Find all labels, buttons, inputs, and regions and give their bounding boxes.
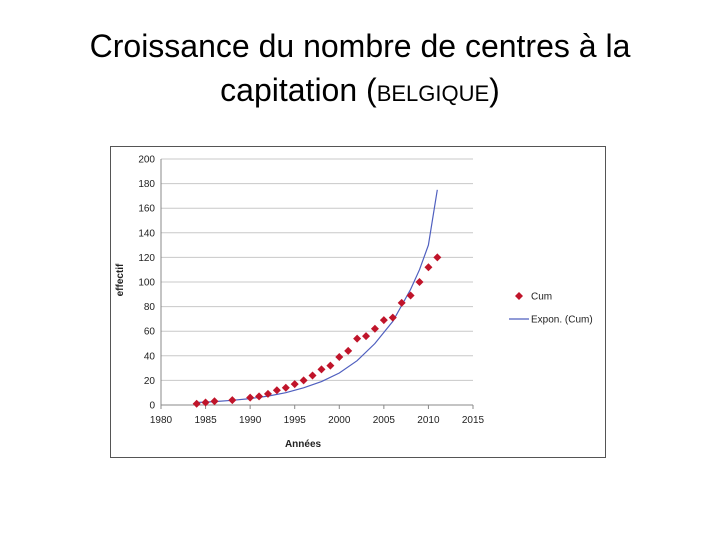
x-axis-title: Années (285, 439, 322, 450)
data-point (397, 298, 406, 307)
data-point (362, 332, 371, 341)
data-point (192, 399, 201, 408)
data-point (433, 253, 442, 262)
y-tick-label: 80 (144, 302, 156, 313)
data-point (281, 383, 290, 392)
data-point (290, 380, 299, 389)
x-tick-label: 2015 (462, 415, 485, 426)
title-line-2-country: BELGIQUE (376, 81, 490, 106)
data-point (406, 291, 415, 300)
x-tick-label: 2010 (417, 415, 440, 426)
data-point (317, 365, 326, 374)
data-point (308, 371, 317, 380)
x-tick-label: 1985 (194, 415, 217, 426)
data-point (210, 397, 219, 406)
y-tick-label: 120 (138, 253, 155, 264)
legend-marker-cum (515, 292, 523, 300)
data-point (228, 396, 237, 405)
title-line-1: Croissance du nombre de centres à la (89, 28, 631, 64)
slide-title: Croissance du nombre de centres à la cap… (40, 24, 680, 116)
x-tick-label: 2000 (328, 415, 351, 426)
title-line-2: capitation (BELGIQUE) (40, 68, 680, 116)
y-tick-label: 40 (144, 351, 156, 362)
chart-plot: 0 20 40 60 80 100 120 140 160 180 200 1980 1985 1990 1… (115, 155, 593, 451)
title-line-2-prefix: capitation ( (220, 72, 377, 108)
data-point (272, 386, 281, 395)
x-tick-label: 2005 (373, 415, 396, 426)
legend-label-expon: Expon. (Cum) (531, 315, 593, 326)
data-point (424, 263, 433, 272)
y-tick-label: 200 (138, 155, 155, 166)
x-tick-label: 1995 (284, 415, 307, 426)
chart-frame: 0 20 40 60 80 100 120 140 160 180 200 1980 1985 1990 1… (110, 146, 606, 458)
data-point (299, 376, 308, 385)
legend-label-cum: Cum (531, 292, 552, 303)
y-axis-title: effectif (115, 263, 126, 296)
y-tick-label: 180 (138, 179, 155, 190)
data-point (255, 392, 264, 401)
y-tick-label: 140 (138, 228, 155, 239)
title-line-2-suffix: ) (489, 72, 500, 108)
y-tick-label: 0 (149, 401, 155, 412)
data-point (415, 278, 424, 286)
trend-line (196, 189, 438, 404)
y-tick-label: 60 (144, 327, 156, 338)
y-tick-label: 100 (138, 278, 155, 289)
data-point (379, 316, 388, 325)
data-point (335, 353, 344, 362)
data-point (246, 393, 255, 402)
data-point (388, 313, 397, 322)
data-point (263, 389, 272, 398)
data-point (201, 398, 210, 407)
y-tick-label: 160 (138, 204, 155, 215)
x-tick-label: 1980 (150, 415, 173, 426)
data-point (353, 334, 362, 343)
data-point (344, 346, 353, 355)
y-tick-label: 20 (144, 376, 156, 387)
data-point (326, 361, 335, 370)
x-tick-label: 1990 (239, 415, 262, 426)
data-point (370, 324, 379, 333)
